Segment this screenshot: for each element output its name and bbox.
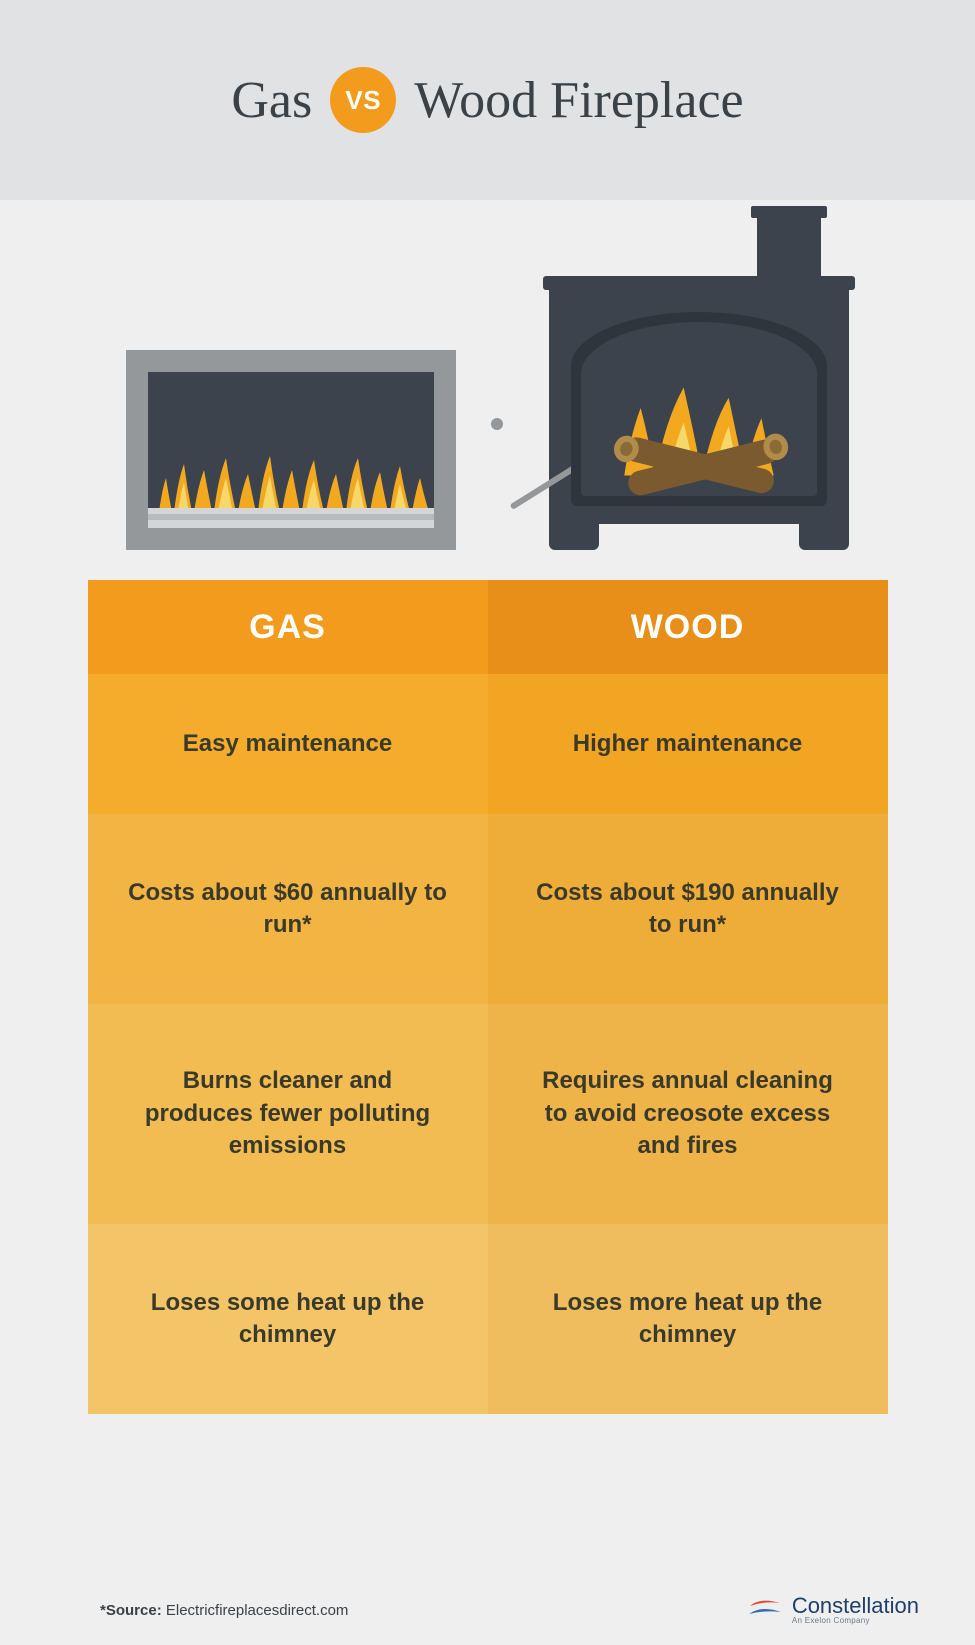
wood-stove-chimney	[757, 214, 821, 284]
wood-stove-top-rim	[543, 276, 855, 290]
wood-stove-firebox	[581, 322, 817, 496]
comparison-table: GAS WOOD Easy maintenanceHigher maintena…	[88, 580, 888, 1414]
table-head-row: GAS WOOD	[88, 580, 888, 674]
gas-fireplace-inner	[148, 372, 434, 528]
infographic-page: Gas vs Wood Fireplace	[0, 0, 975, 1645]
wood-stove-body	[549, 284, 849, 524]
brand-tagline: An Exelon Company	[792, 1617, 919, 1625]
table-row: Loses some heat up the chimneyLoses more…	[88, 1224, 888, 1414]
illustration-row	[0, 200, 975, 580]
brand-mark-icon	[748, 1598, 782, 1622]
cell-gas: Burns cleaner and produces fewer polluti…	[88, 1004, 488, 1224]
wood-stove-foot	[549, 524, 599, 550]
wood-stove-foot	[799, 524, 849, 550]
title-left: Gas	[231, 71, 312, 130]
source-label: *Source:	[100, 1602, 162, 1619]
wood-stove-door	[571, 312, 827, 506]
title-header: Gas vs Wood Fireplace	[0, 0, 975, 200]
cell-wood: Loses more heat up the chimney	[488, 1224, 888, 1414]
wood-stove-icon	[549, 284, 849, 550]
cell-gas: Costs about $60 annually to run*	[88, 814, 488, 1004]
gas-fireplace-icon	[126, 350, 456, 550]
flame-icon	[154, 452, 434, 512]
cell-wood: Requires annual cleaning to avoid creoso…	[488, 1004, 888, 1224]
column-header-gas: GAS	[88, 580, 488, 674]
source-value: Electricfireplacesdirect.com	[166, 1602, 349, 1619]
table-row: Easy maintenanceHigher maintenance	[88, 674, 888, 814]
wood-stove-handle	[509, 462, 580, 509]
footer: *Source: Electricfireplacesdirect.com Co…	[0, 1575, 975, 1645]
cell-gas: Loses some heat up the chimney	[88, 1224, 488, 1414]
table-row: Burns cleaner and produces fewer polluti…	[88, 1004, 888, 1224]
cell-gas: Easy maintenance	[88, 674, 488, 814]
wood-fire-icon	[581, 322, 817, 496]
vs-badge: vs	[330, 67, 396, 133]
brand-logo: Constellation An Exelon Company	[748, 1595, 919, 1625]
cell-wood: Costs about $190 annually to run*	[488, 814, 888, 1004]
title-right: Wood Fireplace	[414, 71, 743, 130]
gas-fireplace-base-accent	[148, 514, 434, 520]
table-body: Easy maintenanceHigher maintenanceCosts …	[88, 674, 888, 1414]
column-header-wood: WOOD	[488, 580, 888, 674]
wood-stove-feet	[549, 524, 849, 550]
brand-name: Constellation	[792, 1595, 919, 1617]
wood-stove-handle-knob	[491, 418, 503, 430]
cell-wood: Higher maintenance	[488, 674, 888, 814]
title: Gas vs Wood Fireplace	[231, 67, 743, 133]
brand-text: Constellation An Exelon Company	[792, 1595, 919, 1625]
source-citation: *Source: Electricfireplacesdirect.com	[100, 1602, 348, 1619]
table-row: Costs about $60 annually to run*Costs ab…	[88, 814, 888, 1004]
